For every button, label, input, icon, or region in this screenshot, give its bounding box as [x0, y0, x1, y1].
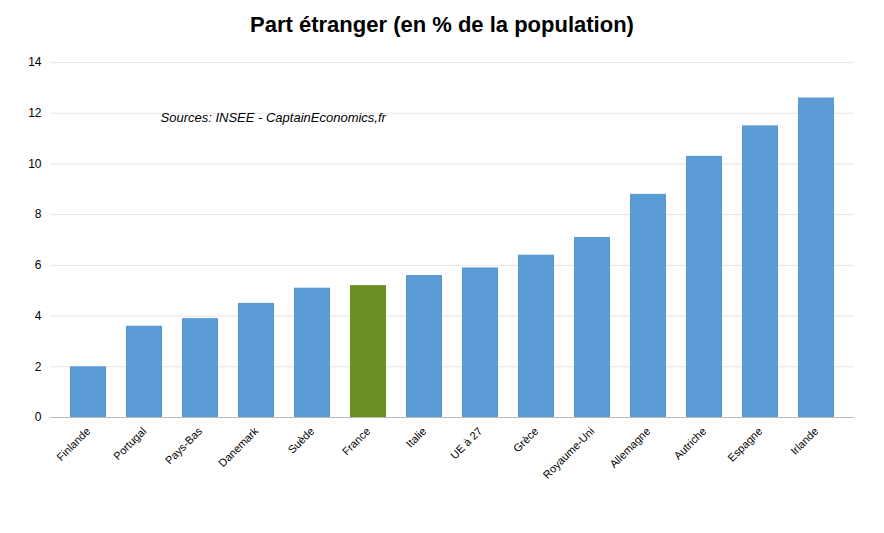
svg-text:Grèce: Grèce — [511, 425, 541, 455]
svg-text:Allemagne: Allemagne — [607, 425, 652, 470]
svg-text:6: 6 — [35, 258, 42, 272]
svg-text:Irlande: Irlande — [788, 425, 820, 457]
svg-text:Pays-Bas: Pays-Bas — [163, 424, 205, 466]
svg-text:4: 4 — [35, 309, 42, 323]
svg-text:Italie: Italie — [403, 425, 428, 450]
svg-text:0: 0 — [35, 410, 42, 424]
svg-text:8: 8 — [35, 207, 42, 221]
svg-text:Sources: INSEE - CaptainEconom: Sources: INSEE - CaptainEconomics,fr — [161, 110, 387, 125]
svg-text:12: 12 — [28, 106, 42, 120]
svg-text:UE à 27: UE à 27 — [448, 425, 485, 462]
svg-text:Espagne: Espagne — [725, 425, 764, 464]
svg-text:Royaume-Uni: Royaume-Uni — [540, 425, 596, 481]
svg-text:Portugal: Portugal — [111, 425, 148, 462]
svg-text:Danemark: Danemark — [216, 424, 261, 469]
svg-text:2: 2 — [35, 360, 42, 374]
svg-text:Finlande: Finlande — [54, 425, 92, 463]
svg-text:14: 14 — [28, 55, 42, 69]
svg-text:Suède: Suède — [285, 425, 316, 456]
svg-text:Autriche: Autriche — [671, 425, 708, 462]
svg-text:France: France — [340, 425, 373, 458]
html-text:Part étranger (en % de la popu: Part étranger (en % de la population) — [250, 12, 634, 37]
svg-text:10: 10 — [28, 157, 42, 171]
